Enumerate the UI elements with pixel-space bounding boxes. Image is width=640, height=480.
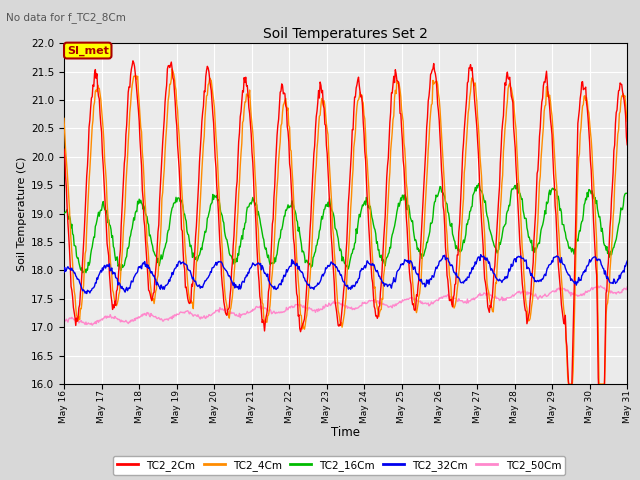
Legend: TC2_2Cm, TC2_4Cm, TC2_16Cm, TC2_32Cm, TC2_50Cm: TC2_2Cm, TC2_4Cm, TC2_16Cm, TC2_32Cm, TC… [113, 456, 565, 475]
Title: Soil Temperatures Set 2: Soil Temperatures Set 2 [263, 27, 428, 41]
Y-axis label: Soil Temperature (C): Soil Temperature (C) [17, 156, 27, 271]
Text: SI_met: SI_met [67, 46, 109, 56]
Text: No data for f_TC2_8Cm: No data for f_TC2_8Cm [6, 12, 126, 23]
X-axis label: Time: Time [331, 426, 360, 439]
